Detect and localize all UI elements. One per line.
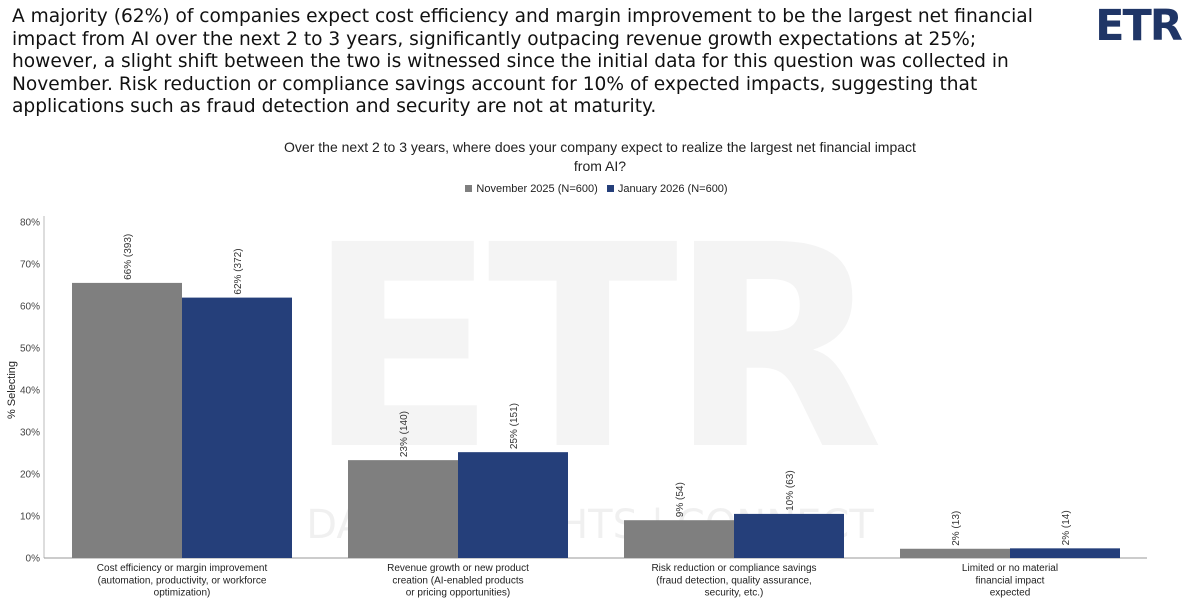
x-tick-label: (automation, productivity, or workforce [98,575,267,586]
legend-item-jan: January 2026 (N=600) [606,183,728,195]
bar-jan-3 [1010,548,1120,558]
data-labels: 66% (393) 23% (140) 9% (54) 2% (13) 62% (372… [123,234,1072,546]
x-tick-label: Cost efficiency or margin improvement [97,563,268,574]
y-tick-label: 20% [20,470,40,481]
x-tick-label: Limited or no material [962,563,1058,574]
y-tick-label: 70% [20,260,40,271]
data-label: 62% (372) [233,248,244,294]
x-tick-label: or pricing opportunities) [406,588,511,599]
x-tick-label: Risk reduction or compliance savings [651,563,816,574]
legend-item-nov: November 2025 (N=600) [465,183,598,195]
category-labels: Cost efficiency or margin improvement(au… [97,563,1058,599]
x-tick-label: (fraud detection, quality assurance, [656,575,812,586]
x-tick-label: Revenue growth or new product [387,563,529,574]
y-tick-label: 0% [26,554,41,565]
headline: A majority (62%) of companies expect cos… [12,6,1033,117]
y-tick-label: 80% [20,218,40,229]
bar-nov-0 [72,282,182,558]
legend-label-jan: January 2026 (N=600) [617,183,728,195]
bar-nov-3 [900,548,1010,558]
x-tick-label: creation (AI-enabled products [392,575,523,586]
y-tick-label: 30% [20,428,40,439]
etr-logo: ETR [1095,2,1185,46]
data-label: 25% (151) [509,403,520,449]
x-tick-label: security, etc.) [705,588,764,599]
y-axis-title: % Selecting [6,361,18,419]
bar-jan-2 [734,513,844,558]
x-tick-label: expected [990,588,1031,599]
legend-swatch-jan [606,185,614,192]
legend: November 2025 (N=600) January 2026 (N=60… [0,183,1193,195]
data-label: 23% (140) [399,411,410,457]
x-tick-label: optimization) [154,588,211,599]
chart-title: Over the next 2 to 3 years, where does y… [284,139,916,174]
y-tick-label: 50% [20,344,40,355]
y-tick-label: 40% [20,386,40,397]
legend-swatch-nov [465,185,473,192]
bar-nov-1 [348,460,458,558]
legend-label-nov: November 2025 (N=600) [476,183,598,195]
bar-jan-0 [182,297,292,558]
watermark-logo: ETR [306,186,878,512]
bar-jan-1 [458,452,568,558]
bar-nov-2 [624,520,734,558]
data-label: 2% (14) [1061,510,1072,545]
y-tick-label: 60% [20,302,40,313]
etr-logo-text: ETR [1095,2,1183,46]
data-label: 10% (63) [785,470,796,511]
data-label: 9% (54) [675,482,686,517]
y-tick-label: 10% [20,512,40,523]
data-label: 2% (13) [951,511,962,546]
bars [72,282,1120,558]
x-tick-label: financial impact [976,575,1045,586]
data-label: 66% (393) [123,234,134,280]
